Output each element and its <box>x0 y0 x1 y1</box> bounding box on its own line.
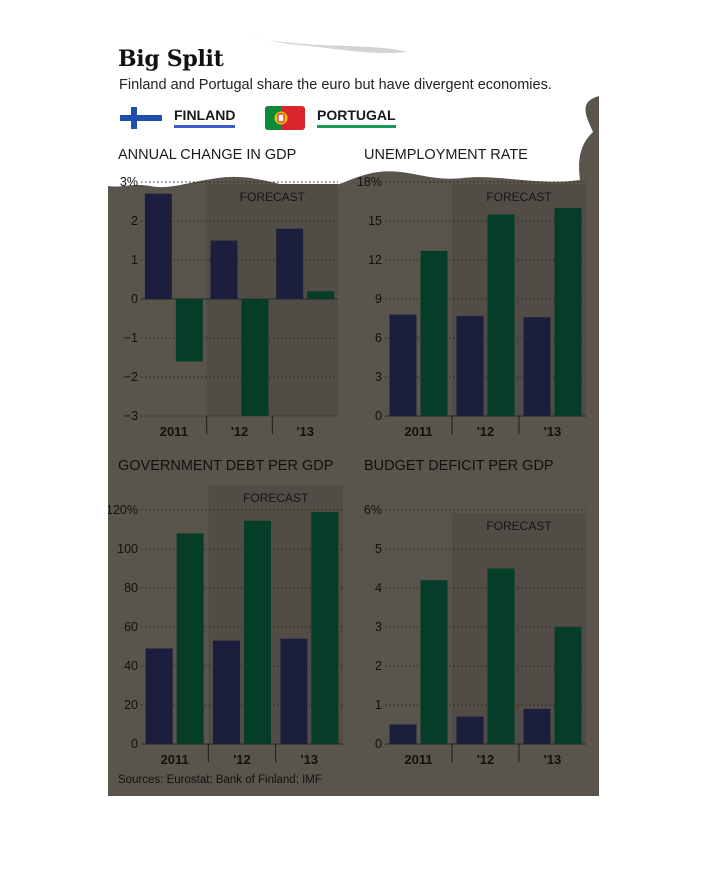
y-tick-label: 40 <box>124 659 138 673</box>
x-tick-label: '13 <box>544 424 562 439</box>
y-tick-label: 0 <box>375 409 382 423</box>
y-tick-label: 5 <box>375 542 382 556</box>
chart-0-plot: FORECAST 3% 2 1 0 −1 −2 −3 2011 '12 '13 <box>120 175 338 439</box>
legend-label-portugal: PORTUGAL <box>317 108 396 128</box>
bar-finland-1 <box>213 640 240 744</box>
x-tick-label: 2011 <box>404 424 432 439</box>
y-tick-label: 9 <box>375 292 382 306</box>
x-tick-label: '12 <box>233 752 251 767</box>
y-tick-label: 2 <box>375 659 382 673</box>
chart-title-gdp: ANNUAL CHANGE IN GDP <box>118 147 297 163</box>
chart-3-plot: FORECAST 6% 5 4 3 2 1 0 2011 '12 '13 <box>364 503 586 767</box>
bar-portugal-0 <box>420 580 448 744</box>
bar-portugal-0 <box>420 250 448 416</box>
x-tick-label: 2011 <box>404 752 432 767</box>
bar-portugal-1 <box>487 568 515 744</box>
x-tick-label: '13 <box>301 752 319 767</box>
x-tick-label: 2011 <box>161 752 189 767</box>
chart-title-debt: GOVERNMENT DEBT PER GDP <box>118 458 334 474</box>
y-tick-label: 3 <box>375 370 382 384</box>
x-tick-label: 2011 <box>160 424 188 439</box>
bar-finland-2 <box>523 317 551 416</box>
y-tick-label: 0 <box>131 737 138 751</box>
bar-finland-0 <box>389 314 417 416</box>
x-tick-label: '13 <box>544 752 562 767</box>
y-tick-label: 2 <box>131 214 138 228</box>
forecast-label: FORECAST <box>243 491 309 505</box>
y-tick-label: 80 <box>124 581 138 595</box>
torn-paper-header-background <box>108 36 599 190</box>
portugal-flag-icon <box>265 106 305 130</box>
bar-finland-2 <box>523 708 551 744</box>
source-note: Sources: Eurostat; Bank of Finland; IMF <box>118 774 322 786</box>
bar-portugal-0 <box>176 533 204 744</box>
page-title: Big Split <box>118 46 224 72</box>
x-tick-label: '12 <box>477 424 495 439</box>
chart-gdp-change: FORECAST 3% 2 1 0 −1 −2 −3 2011 '12 '13 FORECAST 18%… <box>108 175 586 767</box>
bar-portugal-1 <box>244 520 271 744</box>
bar-finland-0 <box>144 193 172 299</box>
forecast-label: FORECAST <box>486 519 552 533</box>
bar-portugal-2 <box>554 208 582 416</box>
y-tick-label: −2 <box>124 370 138 384</box>
bar-finland-0 <box>389 724 417 744</box>
x-tick-label: '12 <box>477 752 495 767</box>
forecast-band <box>206 184 338 416</box>
y-tick-label: 20 <box>124 698 138 712</box>
bar-portugal-2 <box>311 511 339 744</box>
chart-1-plot: FORECAST 18% 15 12 9 6 3 0 2011 '12 '13 <box>357 175 586 439</box>
bar-finland-1 <box>210 240 238 299</box>
y-tick-label: 15 <box>368 214 382 228</box>
y-tick-label: 1 <box>131 253 138 267</box>
page-subtitle: Finland and Portugal share the euro but … <box>119 77 552 93</box>
y-tick-label: 6% <box>364 503 382 517</box>
bar-portugal-2 <box>554 627 582 744</box>
x-tick-label: '12 <box>231 424 249 439</box>
y-tick-label: 3 <box>375 620 382 634</box>
x-tick-label: '13 <box>296 424 314 439</box>
y-tick-label: 120% <box>108 503 138 517</box>
chart-title-unemployment: UNEMPLOYMENT RATE <box>364 147 528 163</box>
y-tick-label: 0 <box>131 292 138 306</box>
bar-portugal-1 <box>241 299 269 416</box>
finland-flag-icon <box>120 107 162 129</box>
bar-finland-2 <box>280 638 308 744</box>
y-tick-label: −3 <box>124 409 138 423</box>
bar-finland-1 <box>456 716 484 744</box>
y-tick-label: 60 <box>124 620 138 634</box>
bar-finland-2 <box>276 228 304 299</box>
forecast-label: FORECAST <box>240 190 306 204</box>
y-tick-label: 3% <box>120 175 138 189</box>
legend-label-finland: FINLAND <box>174 108 236 128</box>
chart-title-deficit: BUDGET DEFICIT PER GDP <box>364 458 554 474</box>
y-tick-label: 18% <box>357 175 382 189</box>
forecast-label: FORECAST <box>486 190 552 204</box>
legend-finland: FINLAND <box>120 107 236 129</box>
y-tick-label: 12 <box>368 253 382 267</box>
y-tick-label: 100 <box>117 542 138 556</box>
bar-finland-1 <box>456 315 484 416</box>
y-tick-label: 4 <box>375 581 382 595</box>
bar-portugal-1 <box>487 214 515 416</box>
y-tick-label: 0 <box>375 737 382 751</box>
legend-portugal: PORTUGAL <box>265 106 396 130</box>
y-tick-label: −1 <box>124 331 138 345</box>
bar-portugal-0 <box>175 299 203 362</box>
bar-portugal-2 <box>307 291 335 299</box>
bar-finland-0 <box>145 648 173 744</box>
y-tick-label: 1 <box>375 698 382 712</box>
chart-2-plot: FORECAST 120% 100 80 60 40 20 0 2011 '12 '13 <box>108 485 343 767</box>
y-tick-label: 6 <box>375 331 382 345</box>
graphic-panel: Big Split Finland and Portugal share the… <box>108 36 599 796</box>
